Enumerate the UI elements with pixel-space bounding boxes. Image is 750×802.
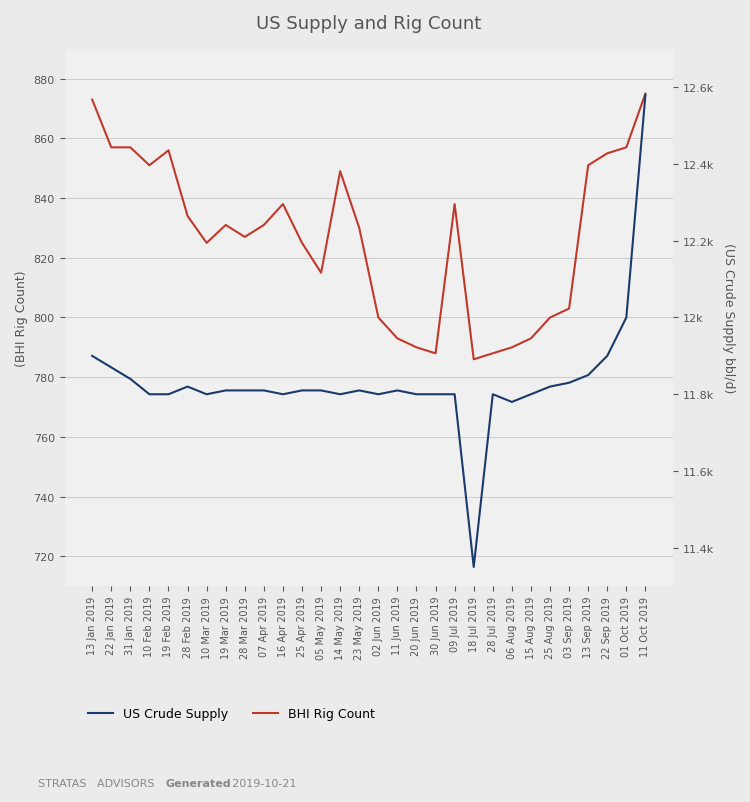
Y-axis label: (BHI Rig Count): (BHI Rig Count) bbox=[15, 269, 28, 367]
Y-axis label: (US Crude Supply bbl/d): (US Crude Supply bbl/d) bbox=[722, 243, 735, 393]
Text: : 2019-10-21: : 2019-10-21 bbox=[225, 778, 296, 788]
Text: STRATAS   ADVISORS: STRATAS ADVISORS bbox=[38, 778, 154, 788]
Title: US Supply and Rig Count: US Supply and Rig Count bbox=[256, 15, 482, 33]
Legend: US Crude Supply, BHI Rig Count: US Crude Supply, BHI Rig Count bbox=[83, 702, 380, 725]
Text: Generated: Generated bbox=[165, 778, 231, 788]
